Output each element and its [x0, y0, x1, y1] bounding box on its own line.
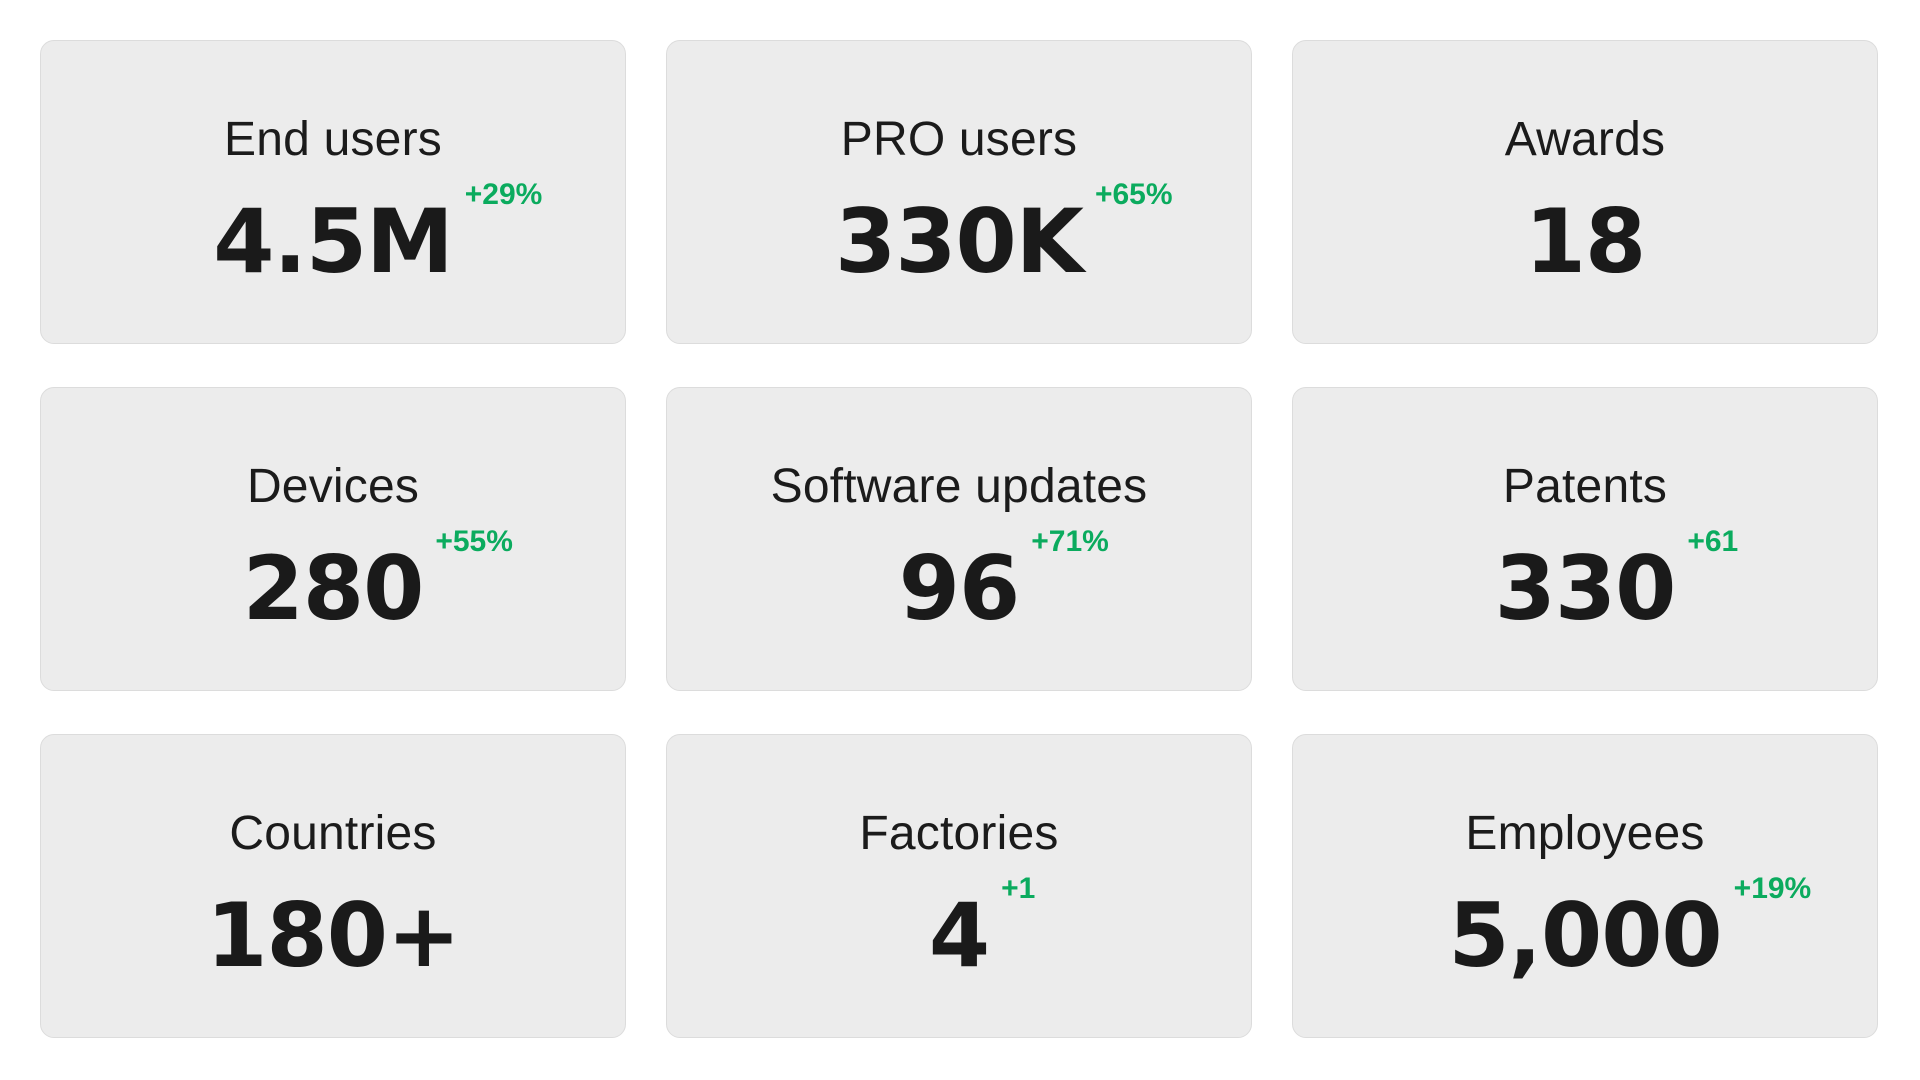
stat-delta-badge: +19% — [1733, 871, 1812, 905]
stat-delta-badge: +1 — [1001, 871, 1036, 905]
stat-delta-badge: +71% — [1031, 524, 1109, 558]
stat-card-factories: Factories 4 +1 — [666, 734, 1252, 1038]
stat-card-awards: Awards 18 — [1292, 40, 1878, 344]
stat-value-group: 330K +65% — [835, 179, 1172, 286]
stat-value: 180+ — [206, 883, 460, 987]
stat-value-group: 180+ — [206, 891, 460, 980]
stat-card-patents: Patents 330 +61 — [1292, 387, 1878, 691]
stat-value-group: 5,000 +19% — [1448, 873, 1811, 980]
stat-value-group: 18 — [1525, 197, 1646, 286]
stat-label: End users — [224, 113, 442, 167]
stat-label: Factories — [859, 807, 1059, 861]
stat-delta-badge: +55% — [435, 524, 513, 558]
stat-card-countries: Countries 180+ — [40, 734, 626, 1038]
stat-value: 4.5M — [213, 189, 453, 293]
stat-value-group: 4 +1 — [929, 873, 1035, 980]
stat-card-software-updates: Software updates 96 +71% — [666, 387, 1252, 691]
stat-delta-badge: +65% — [1094, 177, 1173, 211]
stat-label: Devices — [246, 460, 420, 514]
stat-label: Software updates — [770, 460, 1148, 514]
stats-grid: End users 4.5M +29% PRO users 330K +65% … — [40, 40, 1878, 1038]
stat-value-group: 330 +61 — [1495, 526, 1739, 633]
stat-value: 330 — [1494, 536, 1677, 640]
stat-delta-badge: +29% — [464, 177, 543, 211]
stat-value: 330K — [835, 189, 1084, 293]
stat-label: Awards — [1504, 113, 1666, 167]
stat-value: 4 — [928, 883, 990, 987]
stat-card-employees: Employees 5,000 +19% — [1292, 734, 1878, 1038]
stat-label: Countries — [229, 807, 437, 861]
stat-value: 96 — [898, 536, 1020, 640]
stat-value: 5,000 — [1448, 883, 1722, 987]
stat-label: Patents — [1502, 460, 1668, 514]
stat-card-pro-users: PRO users 330K +65% — [666, 40, 1252, 344]
stat-card-end-users: End users 4.5M +29% — [40, 40, 626, 344]
stat-value-group: 280 +55% — [243, 526, 513, 633]
stat-value: 280 — [242, 536, 425, 640]
stat-value: 18 — [1524, 189, 1646, 293]
stat-label: PRO users — [840, 113, 1078, 167]
stat-value-group: 4.5M +29% — [213, 179, 542, 286]
stat-value-group: 96 +71% — [899, 526, 1109, 633]
stat-card-devices: Devices 280 +55% — [40, 387, 626, 691]
stat-label: Employees — [1465, 807, 1705, 861]
stat-delta-badge: +61 — [1687, 524, 1739, 558]
